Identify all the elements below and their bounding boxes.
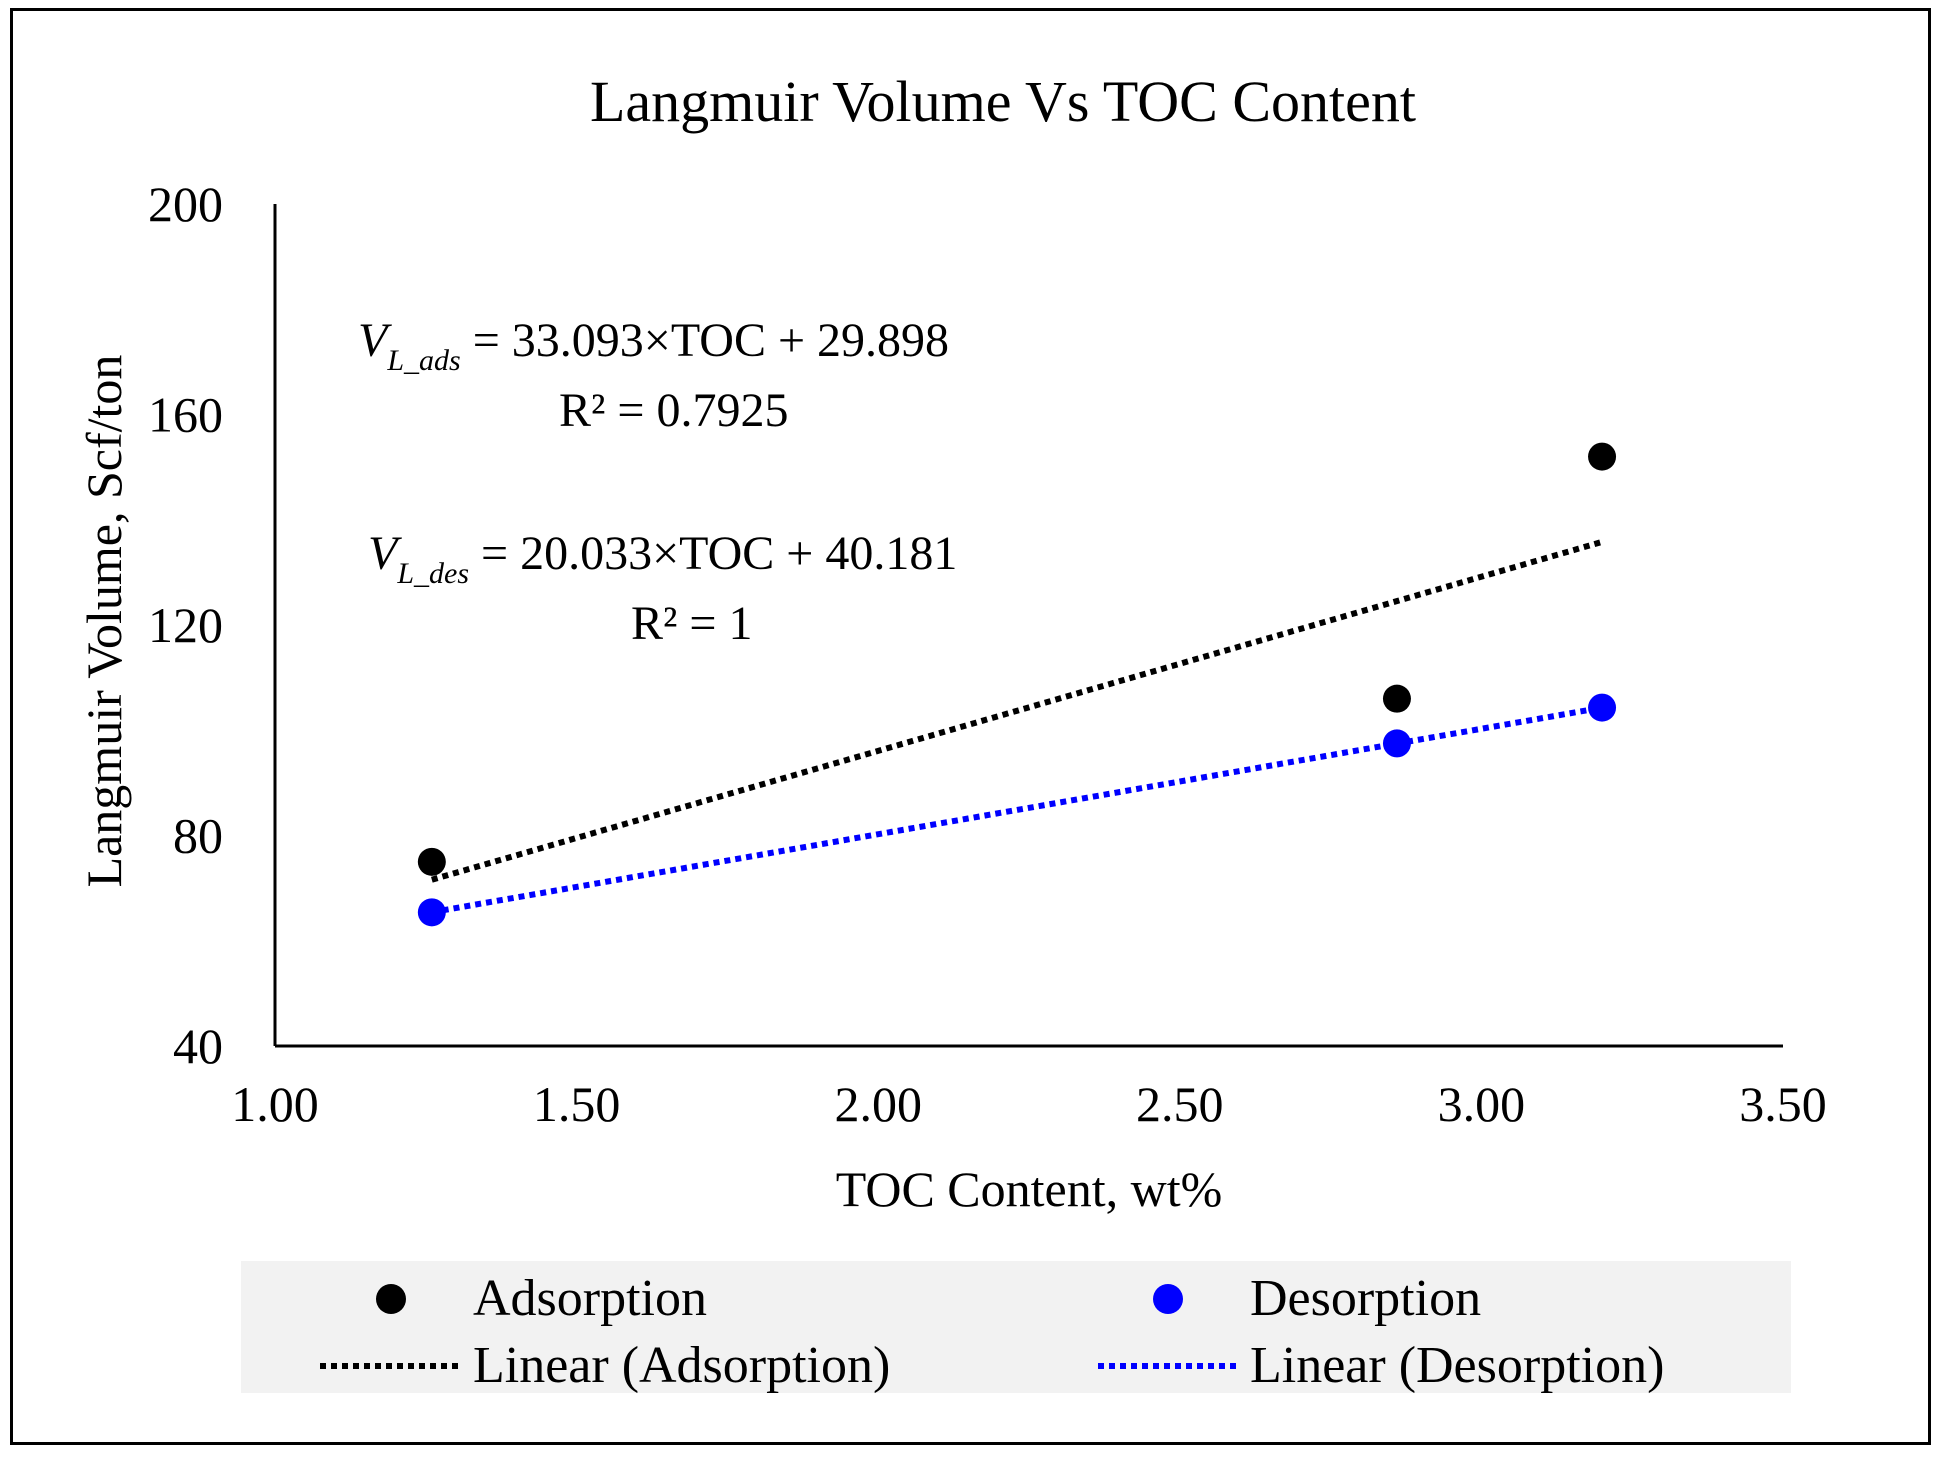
adsorption-equation: VL_ads = 33.093×TOC + 29.898 R² = 0.7925 — [358, 314, 949, 437]
data-point-desorption — [1588, 693, 1617, 722]
y-tick-label: 120 — [148, 597, 223, 653]
x-tick-label: 1.50 — [533, 1076, 621, 1132]
desorption-eq-sub: L_des — [396, 557, 469, 590]
trendlines — [430, 538, 1603, 916]
y-tick-labels: 40 80 120 160 200 — [148, 176, 223, 1074]
y-axis-title: Langmuir Volume, Scf/ton — [76, 355, 132, 888]
data-point-desorption — [417, 898, 446, 927]
x-tick-label: 1.00 — [231, 1076, 319, 1132]
y-tick-label: 40 — [173, 1018, 223, 1074]
x-tick-labels: 1.00 1.50 2.00 2.50 3.00 3.50 — [231, 1076, 1827, 1132]
data-point-desorption — [1382, 729, 1411, 758]
desorption-equation-line: VL_des = 20.033×TOC + 40.181 — [368, 527, 957, 590]
adsorption-eq-rhs: = 33.093×TOC + 29.898 — [461, 314, 949, 367]
adsorption-eq-sub: L_ads — [386, 344, 460, 377]
data-points — [417, 442, 1617, 927]
desorption-eq-rhs: = 20.033×TOC + 40.181 — [469, 527, 957, 580]
adsorption-eq-var: V — [358, 314, 392, 367]
legend-marker-adsorption — [376, 1284, 406, 1314]
data-point-adsorption — [1382, 684, 1411, 713]
desorption-r2: R² = 1 — [631, 597, 752, 650]
desorption-eq-var: V — [368, 527, 402, 580]
legend-label-adsorption-trend: Linear (Adsorption) — [473, 1337, 890, 1394]
chart-canvas: Langmuir Volume Vs TOC Content 40 80 120 16… — [76, 69, 1827, 1394]
legend: Adsorption Desorption Linear (Adsorption… — [241, 1261, 1791, 1394]
data-point-adsorption — [417, 847, 446, 876]
legend-label-desorption-trend: Linear (Desorption) — [1250, 1337, 1664, 1394]
x-tick-label: 3.50 — [1739, 1076, 1827, 1132]
legend-marker-desorption — [1153, 1284, 1183, 1314]
legend-label-desorption: Desorption — [1250, 1270, 1481, 1327]
adsorption-r2: R² = 0.7925 — [559, 384, 788, 437]
trendline-adsorption — [430, 538, 1603, 883]
desorption-equation: VL_des = 20.033×TOC + 40.181 R² = 1 — [368, 527, 957, 650]
plot-area: 40 80 120 160 200 1.00 1.50 2.00 2.50 3.00 3.50 — [148, 176, 1827, 1132]
x-tick-label: 2.50 — [1136, 1076, 1224, 1132]
chart-title: Langmuir Volume Vs TOC Content — [590, 69, 1416, 134]
legend-background — [241, 1261, 1791, 1393]
data-point-adsorption — [1588, 442, 1617, 471]
y-tick-label: 200 — [148, 176, 223, 232]
legend-label-adsorption: Adsorption — [473, 1270, 707, 1327]
chart-frame: Langmuir Volume Vs TOC Content 40 80 120 16… — [10, 8, 1931, 1445]
adsorption-equation-line: VL_ads = 33.093×TOC + 29.898 — [358, 314, 949, 377]
trendline-desorption — [431, 704, 1603, 916]
y-tick-label: 80 — [173, 808, 223, 864]
x-tick-label: 2.00 — [834, 1076, 922, 1132]
x-tick-label: 3.00 — [1438, 1076, 1526, 1132]
x-axis-title: TOC Content, wt% — [836, 1161, 1223, 1217]
y-tick-label: 160 — [148, 387, 223, 443]
